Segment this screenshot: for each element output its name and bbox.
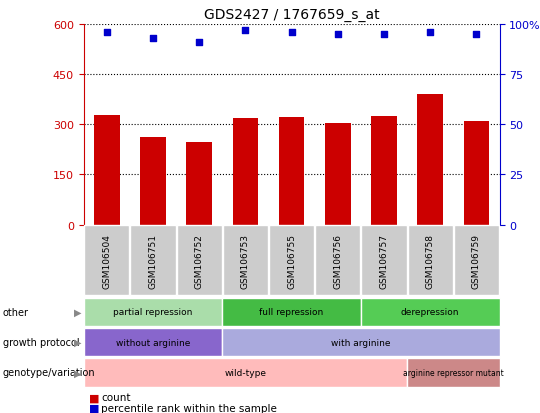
Point — [241, 28, 249, 34]
Text: other: other — [3, 307, 29, 317]
Bar — [94, 116, 119, 225]
Point — [195, 40, 204, 46]
Text: count: count — [101, 392, 131, 402]
Text: GSM106758: GSM106758 — [426, 233, 435, 288]
Text: ▶: ▶ — [73, 307, 81, 317]
Text: GSM106752: GSM106752 — [195, 233, 204, 288]
Point — [334, 31, 342, 38]
Text: full repression: full repression — [260, 308, 323, 317]
Bar — [325, 123, 350, 225]
Text: arginine repressor mutant: arginine repressor mutant — [403, 368, 504, 377]
Title: GDS2427 / 1767659_s_at: GDS2427 / 1767659_s_at — [204, 8, 380, 22]
Point — [287, 29, 296, 36]
Bar — [279, 118, 305, 225]
Text: GSM106756: GSM106756 — [333, 233, 342, 288]
Text: with arginine: with arginine — [331, 338, 390, 347]
Bar — [186, 142, 212, 225]
Point — [380, 31, 388, 38]
Text: ▶: ▶ — [73, 337, 81, 347]
Text: GSM106759: GSM106759 — [472, 233, 481, 288]
Text: percentile rank within the sample: percentile rank within the sample — [101, 403, 277, 413]
Text: GSM106755: GSM106755 — [287, 233, 296, 288]
Text: ■: ■ — [89, 392, 99, 402]
Text: GSM106751: GSM106751 — [148, 233, 158, 288]
Text: wild-type: wild-type — [225, 368, 266, 377]
Text: ▶: ▶ — [73, 368, 81, 377]
Text: derepression: derepression — [401, 308, 460, 317]
Point — [148, 36, 157, 42]
Bar — [372, 116, 397, 225]
Text: GSM106757: GSM106757 — [380, 233, 388, 288]
Point — [472, 31, 481, 38]
Text: growth protocol: growth protocol — [3, 337, 79, 347]
Text: GSM106753: GSM106753 — [241, 233, 250, 288]
Bar — [464, 121, 489, 225]
Text: GSM106504: GSM106504 — [102, 233, 111, 288]
Text: partial repression: partial repression — [113, 308, 193, 317]
Text: genotype/variation: genotype/variation — [3, 368, 96, 377]
Bar — [140, 138, 166, 225]
Bar — [233, 119, 258, 225]
Text: ■: ■ — [89, 403, 99, 413]
Point — [426, 29, 435, 36]
Point — [103, 29, 111, 36]
Bar — [417, 95, 443, 225]
Text: without arginine: without arginine — [116, 338, 190, 347]
